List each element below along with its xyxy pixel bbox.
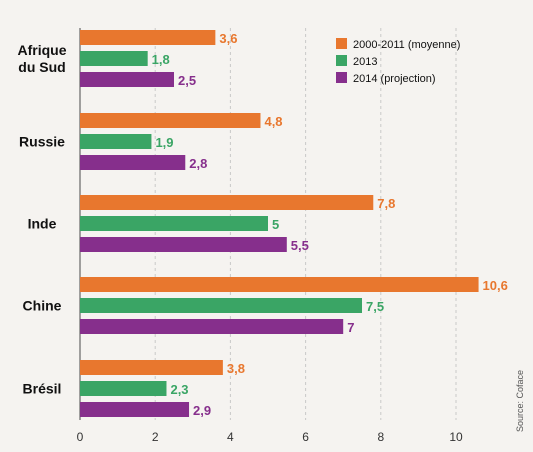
bar [80,113,261,128]
bar-value-label: 3,6 [219,31,237,46]
bar-value-label: 4,8 [264,114,282,129]
x-tick-label: 10 [449,430,463,444]
bar-value-label: 2,5 [178,73,196,88]
x-tick-label: 0 [77,430,84,444]
category-label: Chine [23,298,62,314]
bar [80,381,167,396]
bar-value-label: 10,6 [483,278,508,293]
category-label: Brésil [23,381,62,397]
x-tick-label: 4 [227,430,234,444]
bar-value-label: 7 [347,320,354,335]
x-tick-label: 6 [302,430,309,444]
bar-value-label: 1,8 [152,52,170,67]
category-label: Russie [19,134,65,150]
category-label: Afrique [18,42,67,58]
legend-swatch [336,38,347,49]
bar [80,30,216,45]
legend-label: 2014 (projection) [353,73,436,85]
x-axis-ticks: 0 2 4 6 8 10 [77,430,463,444]
bar [80,51,148,66]
legend-label: 2013 [353,56,377,68]
source-note: Source: Coface [515,370,525,432]
bar [80,155,186,170]
bar [80,298,362,313]
bar-value-label: 2,9 [193,403,211,418]
bar-value-label: 2,3 [170,382,188,397]
legend-label: 2000-2011 (moyenne) [353,39,460,51]
bar [80,72,174,87]
x-tick-label: 8 [377,430,384,444]
bar-value-label: 5,5 [291,238,309,253]
bar [80,360,223,375]
bar [80,237,287,252]
bar [80,402,190,417]
bar [80,277,479,292]
legend-swatch [336,55,347,66]
bar [80,319,344,334]
bar-value-label: 2,8 [189,156,207,171]
bar-value-label: 3,8 [227,361,245,376]
bar [80,216,268,231]
bar [80,134,152,149]
bar [80,195,374,210]
category-label: du Sud [18,59,65,75]
bar-value-label: 7,5 [366,299,384,314]
bar-value-label: 5 [272,217,279,232]
bars-group: 3,6 4,8 7,8 10,6 3,8 1,8 1,9 5 7,5 2,3 2,5 2,8 5,5 7 2… [80,30,508,418]
bar-value-label: 1,9 [155,135,173,150]
bar-value-label: 7,8 [377,196,395,211]
x-tick-label: 2 [152,430,159,444]
legend-swatch [336,72,347,83]
legend: 2000-2011 (moyenne) 2013 2014 (projection) [336,38,460,85]
category-label: Inde [28,216,57,232]
